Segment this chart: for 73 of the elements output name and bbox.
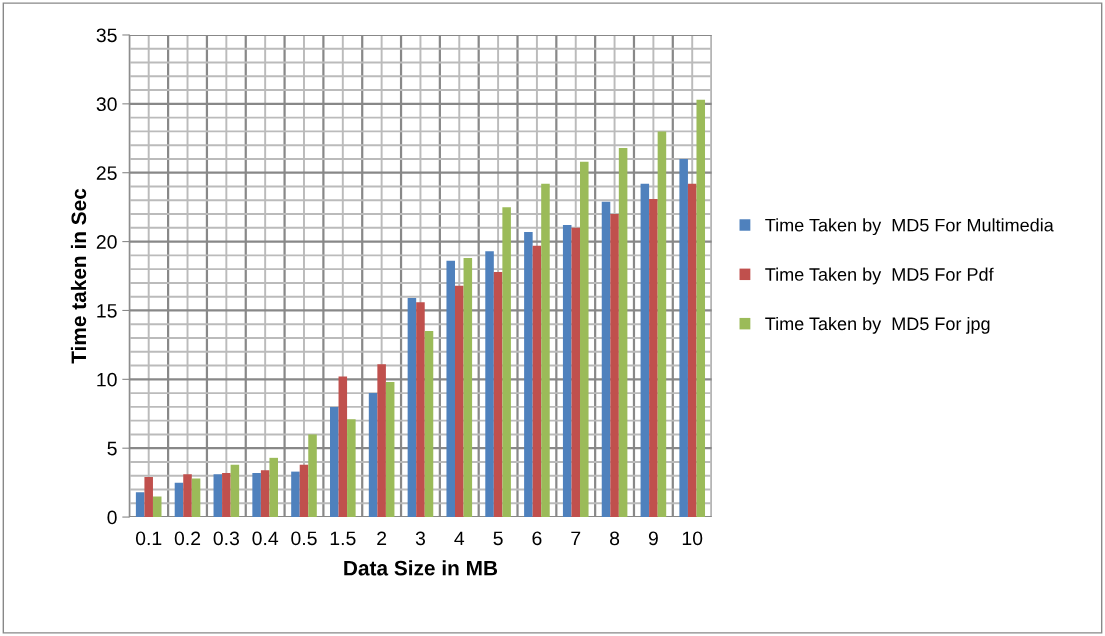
bar (446, 260, 455, 518)
bar (291, 471, 300, 518)
bar (174, 482, 184, 518)
x-tick-label: 0.1 (135, 531, 162, 546)
x-tick-label: 0.5 (291, 531, 317, 546)
bar (213, 474, 223, 518)
bar (679, 158, 688, 518)
bar (183, 474, 192, 518)
y-tick-label: 30 (96, 97, 117, 112)
bar (416, 302, 425, 518)
bar (135, 492, 145, 518)
x-tick-label: 0.2 (174, 531, 201, 546)
bar (524, 231, 533, 518)
x-tick-label: 7 (571, 531, 581, 546)
x-tick-label: 9 (648, 531, 658, 546)
x-tick-label: 3 (415, 531, 426, 546)
bar (696, 99, 706, 518)
y-tick-label: 25 (96, 166, 117, 180)
bar (385, 382, 395, 518)
bar (687, 183, 697, 518)
bar (463, 258, 473, 518)
legend-label: Time Taken by MD5 For Pdf (765, 267, 994, 285)
x-tick-label: 0.4 (252, 531, 279, 546)
bar (485, 251, 494, 518)
bar (610, 214, 619, 518)
legend-label: Time Taken by MD5 For Multimedia (765, 218, 1054, 236)
bar (493, 271, 503, 518)
bar (649, 198, 658, 518)
x-tick-label: 2 (377, 531, 387, 546)
legend-label: Time Taken by MD5 For jpg (765, 316, 990, 334)
bar (571, 227, 581, 518)
bar (580, 161, 589, 518)
x-tick-label: 0.3 (213, 531, 239, 546)
x-tick-label: 1.5 (330, 531, 356, 546)
y-tick-label: 35 (96, 28, 117, 43)
bar (144, 477, 153, 518)
x-axis-title: Data Size in MB (344, 560, 498, 576)
bar (640, 183, 650, 518)
y-tick-label: 10 (97, 372, 117, 387)
bar (230, 464, 240, 518)
bar (260, 470, 270, 518)
bar (377, 364, 386, 518)
bar (541, 183, 550, 518)
bar (455, 285, 464, 518)
bar (308, 434, 317, 518)
bar (252, 472, 261, 518)
bar (191, 478, 201, 518)
bar (424, 331, 434, 518)
bar (407, 298, 417, 518)
bar (601, 201, 611, 518)
bar (618, 147, 628, 518)
x-tick-label: 5 (493, 531, 503, 546)
y-axis-title: Time taken in Sec (70, 188, 87, 364)
bar (152, 496, 162, 518)
bar (269, 457, 278, 518)
y-tick-label: 0 (107, 510, 117, 525)
bar (532, 245, 542, 518)
bar (657, 131, 667, 518)
y-tick-label: 15 (97, 304, 117, 318)
bar (299, 464, 309, 518)
bar (368, 393, 378, 518)
y-tick-label: 20 (96, 235, 117, 249)
bar (338, 376, 348, 518)
x-tick-label: 10 (682, 531, 703, 546)
x-tick-label: 6 (532, 531, 542, 546)
x-tick-label: 4 (454, 531, 465, 546)
bar (502, 207, 511, 518)
bar (222, 472, 231, 518)
y-tick-label: 5 (107, 441, 117, 456)
x-tick-label: 8 (610, 531, 620, 546)
bar (347, 419, 356, 518)
bar (562, 225, 572, 518)
bar (330, 406, 339, 518)
